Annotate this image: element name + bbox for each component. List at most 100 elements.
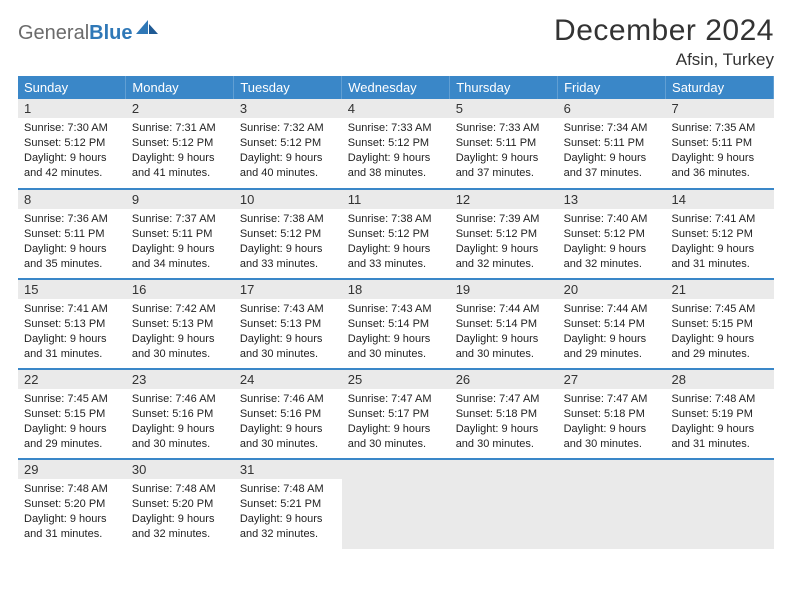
col-thursday: Thursday	[450, 76, 558, 99]
calendar-cell: 26Sunrise: 7:47 AMSunset: 5:18 PMDayligh…	[450, 369, 558, 459]
calendar-cell: 21Sunrise: 7:45 AMSunset: 5:15 PMDayligh…	[666, 279, 774, 369]
sunset-line: Sunset: 5:15 PM	[24, 407, 120, 422]
calendar-cell: 14Sunrise: 7:41 AMSunset: 5:12 PMDayligh…	[666, 189, 774, 279]
sunrise-line: Sunrise: 7:35 AM	[672, 121, 768, 136]
sunrise-line: Sunrise: 7:46 AM	[240, 392, 336, 407]
calendar-cell: 12Sunrise: 7:39 AMSunset: 5:12 PMDayligh…	[450, 189, 558, 279]
day-number: 13	[558, 190, 666, 209]
sunset-line: Sunset: 5:20 PM	[132, 497, 228, 512]
sunset-line: Sunset: 5:17 PM	[348, 407, 444, 422]
sunrise-line: Sunrise: 7:30 AM	[24, 121, 120, 136]
day-details: Sunrise: 7:43 AMSunset: 5:14 PMDaylight:…	[342, 299, 450, 366]
sunset-line: Sunset: 5:18 PM	[564, 407, 660, 422]
day-details: Sunrise: 7:40 AMSunset: 5:12 PMDaylight:…	[558, 209, 666, 276]
logo-text: GeneralBlue	[18, 22, 133, 45]
calendar-cell: 30Sunrise: 7:48 AMSunset: 5:20 PMDayligh…	[126, 459, 234, 549]
calendar-cell: 19Sunrise: 7:44 AMSunset: 5:14 PMDayligh…	[450, 279, 558, 369]
sunset-line: Sunset: 5:14 PM	[348, 317, 444, 332]
sunrise-line: Sunrise: 7:33 AM	[348, 121, 444, 136]
col-tuesday: Tuesday	[234, 76, 342, 99]
day-number: 22	[18, 370, 126, 389]
day-number: 29	[18, 460, 126, 479]
day-details: Sunrise: 7:31 AMSunset: 5:12 PMDaylight:…	[126, 118, 234, 185]
daylight-line: Daylight: 9 hours and 34 minutes.	[132, 242, 228, 272]
sunset-line: Sunset: 5:12 PM	[348, 136, 444, 151]
sunrise-line: Sunrise: 7:33 AM	[456, 121, 552, 136]
daylight-line: Daylight: 9 hours and 30 minutes.	[132, 332, 228, 362]
calendar-row: 22Sunrise: 7:45 AMSunset: 5:15 PMDayligh…	[18, 369, 774, 459]
logo-blue: Blue	[89, 22, 132, 44]
day-details: Sunrise: 7:48 AMSunset: 5:19 PMDaylight:…	[666, 389, 774, 456]
daylight-line: Daylight: 9 hours and 38 minutes.	[348, 151, 444, 181]
day-number: 1	[18, 99, 126, 118]
calendar-cell: 18Sunrise: 7:43 AMSunset: 5:14 PMDayligh…	[342, 279, 450, 369]
sunrise-line: Sunrise: 7:47 AM	[348, 392, 444, 407]
col-saturday: Saturday	[666, 76, 774, 99]
day-number: 8	[18, 190, 126, 209]
day-details: Sunrise: 7:30 AMSunset: 5:12 PMDaylight:…	[18, 118, 126, 185]
location: Afsin, Turkey	[554, 50, 774, 70]
sunset-line: Sunset: 5:13 PM	[24, 317, 120, 332]
logo-general: General	[18, 22, 89, 44]
sunset-line: Sunset: 5:11 PM	[24, 227, 120, 242]
col-wednesday: Wednesday	[342, 76, 450, 99]
sunrise-line: Sunrise: 7:45 AM	[24, 392, 120, 407]
calendar-cell: 6Sunrise: 7:34 AMSunset: 5:11 PMDaylight…	[558, 99, 666, 189]
sunrise-line: Sunrise: 7:31 AM	[132, 121, 228, 136]
sunrise-line: Sunrise: 7:45 AM	[672, 302, 768, 317]
calendar-cell: 25Sunrise: 7:47 AMSunset: 5:17 PMDayligh…	[342, 369, 450, 459]
sunset-line: Sunset: 5:13 PM	[240, 317, 336, 332]
sunrise-line: Sunrise: 7:42 AM	[132, 302, 228, 317]
daylight-line: Daylight: 9 hours and 40 minutes.	[240, 151, 336, 181]
sunrise-line: Sunrise: 7:44 AM	[456, 302, 552, 317]
daylight-line: Daylight: 9 hours and 31 minutes.	[24, 332, 120, 362]
month-title: December 2024	[554, 14, 774, 48]
sunrise-line: Sunrise: 7:41 AM	[672, 212, 768, 227]
col-friday: Friday	[558, 76, 666, 99]
col-monday: Monday	[126, 76, 234, 99]
col-sunday: Sunday	[18, 76, 126, 99]
sunrise-line: Sunrise: 7:39 AM	[456, 212, 552, 227]
sunset-line: Sunset: 5:12 PM	[240, 227, 336, 242]
day-details: Sunrise: 7:47 AMSunset: 5:18 PMDaylight:…	[558, 389, 666, 456]
sunset-line: Sunset: 5:14 PM	[564, 317, 660, 332]
day-number: 31	[234, 460, 342, 479]
day-details: Sunrise: 7:41 AMSunset: 5:13 PMDaylight:…	[18, 299, 126, 366]
day-number: 23	[126, 370, 234, 389]
daylight-line: Daylight: 9 hours and 30 minutes.	[132, 422, 228, 452]
daylight-line: Daylight: 9 hours and 29 minutes.	[564, 332, 660, 362]
day-details: Sunrise: 7:48 AMSunset: 5:20 PMDaylight:…	[18, 479, 126, 546]
day-number: 17	[234, 280, 342, 299]
sunset-line: Sunset: 5:12 PM	[564, 227, 660, 242]
sunrise-line: Sunrise: 7:48 AM	[24, 482, 120, 497]
day-number: 14	[666, 190, 774, 209]
day-details: Sunrise: 7:44 AMSunset: 5:14 PMDaylight:…	[558, 299, 666, 366]
sunrise-line: Sunrise: 7:47 AM	[564, 392, 660, 407]
calendar-cell: 4Sunrise: 7:33 AMSunset: 5:12 PMDaylight…	[342, 99, 450, 189]
header-row: Sunday Monday Tuesday Wednesday Thursday…	[18, 76, 774, 99]
day-details: Sunrise: 7:46 AMSunset: 5:16 PMDaylight:…	[234, 389, 342, 456]
sunrise-line: Sunrise: 7:40 AM	[564, 212, 660, 227]
daylight-line: Daylight: 9 hours and 29 minutes.	[24, 422, 120, 452]
sunrise-line: Sunrise: 7:37 AM	[132, 212, 228, 227]
calendar-cell: 23Sunrise: 7:46 AMSunset: 5:16 PMDayligh…	[126, 369, 234, 459]
day-details: Sunrise: 7:38 AMSunset: 5:12 PMDaylight:…	[342, 209, 450, 276]
calendar-body: 1Sunrise: 7:30 AMSunset: 5:12 PMDaylight…	[18, 99, 774, 549]
day-details: Sunrise: 7:37 AMSunset: 5:11 PMDaylight:…	[126, 209, 234, 276]
day-number: 9	[126, 190, 234, 209]
sunrise-line: Sunrise: 7:48 AM	[132, 482, 228, 497]
daylight-line: Daylight: 9 hours and 32 minutes.	[564, 242, 660, 272]
daylight-line: Daylight: 9 hours and 30 minutes.	[564, 422, 660, 452]
calendar-cell: 24Sunrise: 7:46 AMSunset: 5:16 PMDayligh…	[234, 369, 342, 459]
day-details: Sunrise: 7:48 AMSunset: 5:21 PMDaylight:…	[234, 479, 342, 546]
sunrise-line: Sunrise: 7:44 AM	[564, 302, 660, 317]
sunrise-line: Sunrise: 7:43 AM	[240, 302, 336, 317]
sunset-line: Sunset: 5:20 PM	[24, 497, 120, 512]
sunrise-line: Sunrise: 7:36 AM	[24, 212, 120, 227]
day-details: Sunrise: 7:48 AMSunset: 5:20 PMDaylight:…	[126, 479, 234, 546]
day-number: 16	[126, 280, 234, 299]
daylight-line: Daylight: 9 hours and 30 minutes.	[348, 422, 444, 452]
calendar-row: 1Sunrise: 7:30 AMSunset: 5:12 PMDaylight…	[18, 99, 774, 189]
daylight-line: Daylight: 9 hours and 35 minutes.	[24, 242, 120, 272]
sunrise-line: Sunrise: 7:32 AM	[240, 121, 336, 136]
